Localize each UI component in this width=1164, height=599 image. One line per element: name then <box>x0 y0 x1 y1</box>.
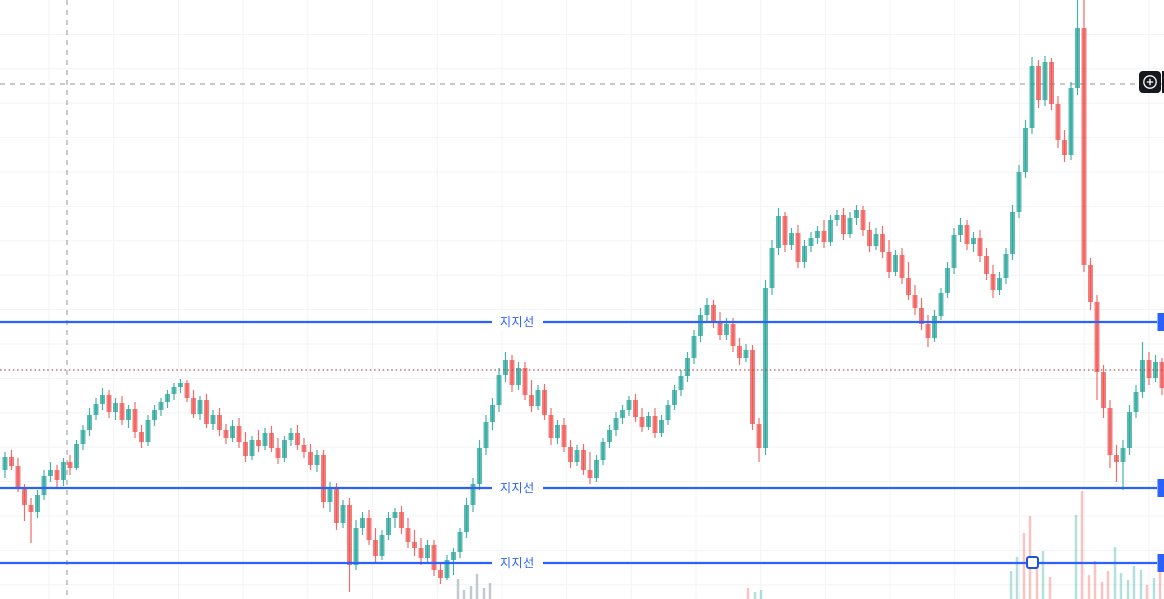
support-line-label[interactable]: 지지선 <box>492 555 543 571</box>
add-alert-plus-button[interactable] <box>1139 71 1161 93</box>
support-line-axis-label <box>1157 313 1164 331</box>
line-drag-handle[interactable] <box>1026 556 1039 569</box>
support-line-label[interactable]: 지지선 <box>492 480 543 496</box>
circle-plus-icon <box>1143 75 1157 89</box>
support-lines[interactable] <box>0 313 1164 572</box>
support-line-axis-label <box>1157 554 1164 572</box>
price-axis-label-fragment <box>1162 71 1164 93</box>
support-line-label[interactable]: 지지선 <box>492 314 543 330</box>
support-line-axis-label <box>1157 479 1164 497</box>
volume-bars <box>456 491 1162 599</box>
